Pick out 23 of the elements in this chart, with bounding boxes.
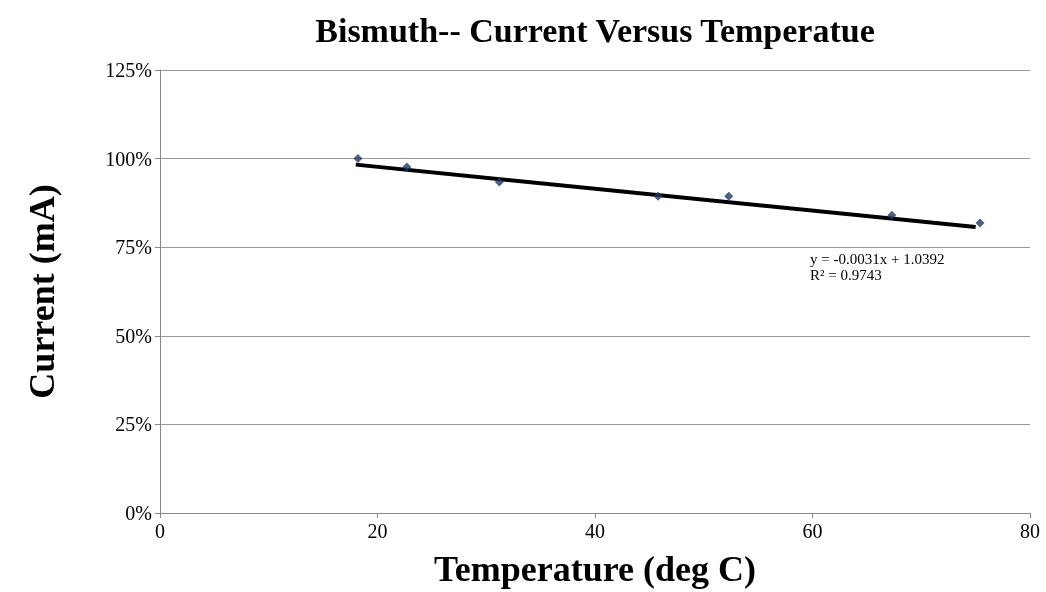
point	[402, 162, 412, 172]
x-axis-title: Temperature (deg C)	[434, 549, 756, 589]
y-tick-label: 50%	[115, 324, 152, 347]
annotation: R² = 0.9743	[810, 266, 882, 283]
point	[975, 218, 985, 228]
point	[653, 191, 663, 201]
chart-title: Bismuth-- Current Versus Temperatue	[315, 11, 875, 49]
x-tick-label: 80	[1020, 520, 1040, 542]
point	[887, 210, 897, 220]
y-tick-label: 0%	[125, 502, 152, 524]
y-tick-label: 125%	[105, 59, 152, 81]
annotation: y = -0.0031x + 1.0392	[810, 250, 945, 267]
x-tick-label: 40	[585, 520, 605, 542]
y-tick-label: 25%	[115, 413, 152, 436]
point	[494, 177, 504, 187]
x-tick-label: 20	[367, 520, 388, 542]
y-tick-label: 100%	[105, 147, 152, 170]
y-axis-title: Current (mA)	[22, 184, 62, 399]
point	[724, 191, 734, 201]
point	[353, 154, 363, 164]
x-tick-label: 0	[155, 520, 165, 542]
y-tick-label: 75%	[115, 236, 152, 259]
x-tick-label: 60	[802, 520, 823, 542]
